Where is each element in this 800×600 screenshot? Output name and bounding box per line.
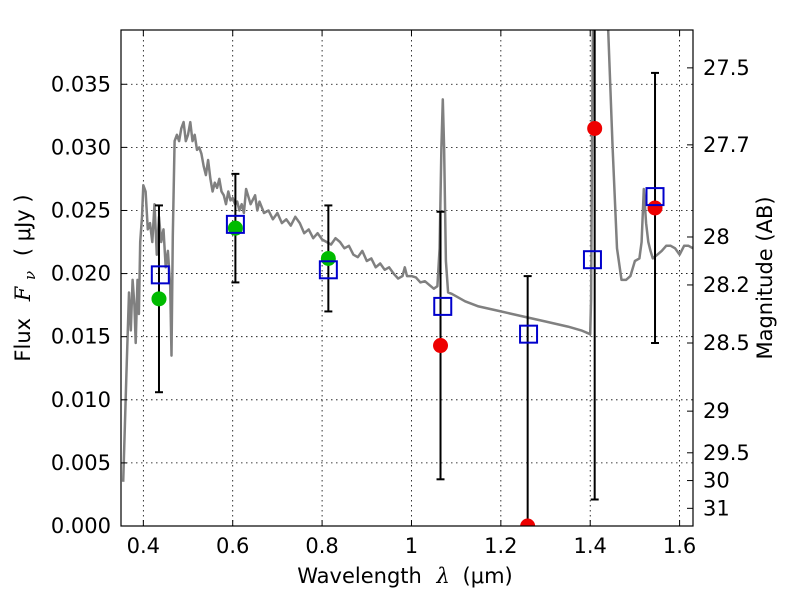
y-tick-label: 0.010 xyxy=(51,388,111,412)
x-axis-label-unit: (μm) xyxy=(463,564,513,588)
observed-points-layer xyxy=(151,120,663,526)
y2-tick-label: 28.2 xyxy=(703,273,750,297)
model-point xyxy=(519,324,539,344)
y2-axis-label: Magnitude (AB) xyxy=(753,196,777,359)
y-tick-label: 0.020 xyxy=(51,262,111,286)
y2-tick-label: 27.7 xyxy=(703,133,750,157)
model-point xyxy=(433,296,453,316)
y2-tick-label: 29.5 xyxy=(703,441,750,465)
model-point xyxy=(225,214,245,234)
y-tick-label: 0.035 xyxy=(51,72,111,96)
y2-tick-label: 30 xyxy=(703,469,730,493)
observed-point xyxy=(320,250,336,266)
y2-tick-label: 28.5 xyxy=(703,331,750,355)
y-axis-label-text: Flux xyxy=(11,318,35,362)
observed-point xyxy=(151,291,167,307)
x-axis-label: Wavelength λ (μm) xyxy=(297,564,512,588)
model-points-layer xyxy=(150,187,665,344)
y-axis-label-unit: ( μJy ) xyxy=(11,194,35,256)
y-axis-label: Flux F ν ( μJy ) xyxy=(11,194,40,361)
grid-layer xyxy=(121,30,693,527)
y2-tick-label: 28 xyxy=(703,225,730,249)
y-tick-label: 0.025 xyxy=(51,198,111,222)
tick-layer: 0.4 0.6 0.8 1 1.2 1.4 1.6 0.000 0.005 0.010 0.015 0… xyxy=(51,30,750,558)
axes-frame xyxy=(120,29,694,527)
x-tick-label: 1.6 xyxy=(663,534,696,558)
x-tick-label: 0.8 xyxy=(305,534,338,558)
x-tick-label: 1.4 xyxy=(574,534,607,558)
x-tick-label: 1.2 xyxy=(484,534,517,558)
x-tick-label: 1 xyxy=(405,534,418,558)
y2-tick-label: 31 xyxy=(703,496,730,520)
observed-point xyxy=(587,120,603,136)
y-tick-label: 0.030 xyxy=(51,135,111,159)
model-point xyxy=(318,260,338,280)
observed-point xyxy=(520,518,536,526)
plot-area xyxy=(121,30,693,526)
model-point xyxy=(645,187,665,207)
y-tick-label: 0.015 xyxy=(51,325,111,349)
model-sed-line xyxy=(121,30,693,482)
y-tick-label: 0.005 xyxy=(51,451,111,475)
y-tick-label: 0.000 xyxy=(51,514,111,538)
x-tick-label: 0.6 xyxy=(216,534,249,558)
x-axis-label-text: Wavelength xyxy=(297,564,422,588)
observed-point xyxy=(647,200,663,216)
x-tick-label: 0.4 xyxy=(127,534,160,558)
y2-tick-label: 27.5 xyxy=(703,56,750,80)
observed-point xyxy=(433,338,449,354)
model-point xyxy=(582,250,602,270)
y-axis-label-symbol: F xyxy=(11,285,35,302)
x-axis-label-lambda: λ xyxy=(436,564,450,588)
y-axis-label-sub: ν xyxy=(21,271,39,280)
y2-tick-label: 29 xyxy=(703,399,730,423)
model-point xyxy=(150,265,170,285)
